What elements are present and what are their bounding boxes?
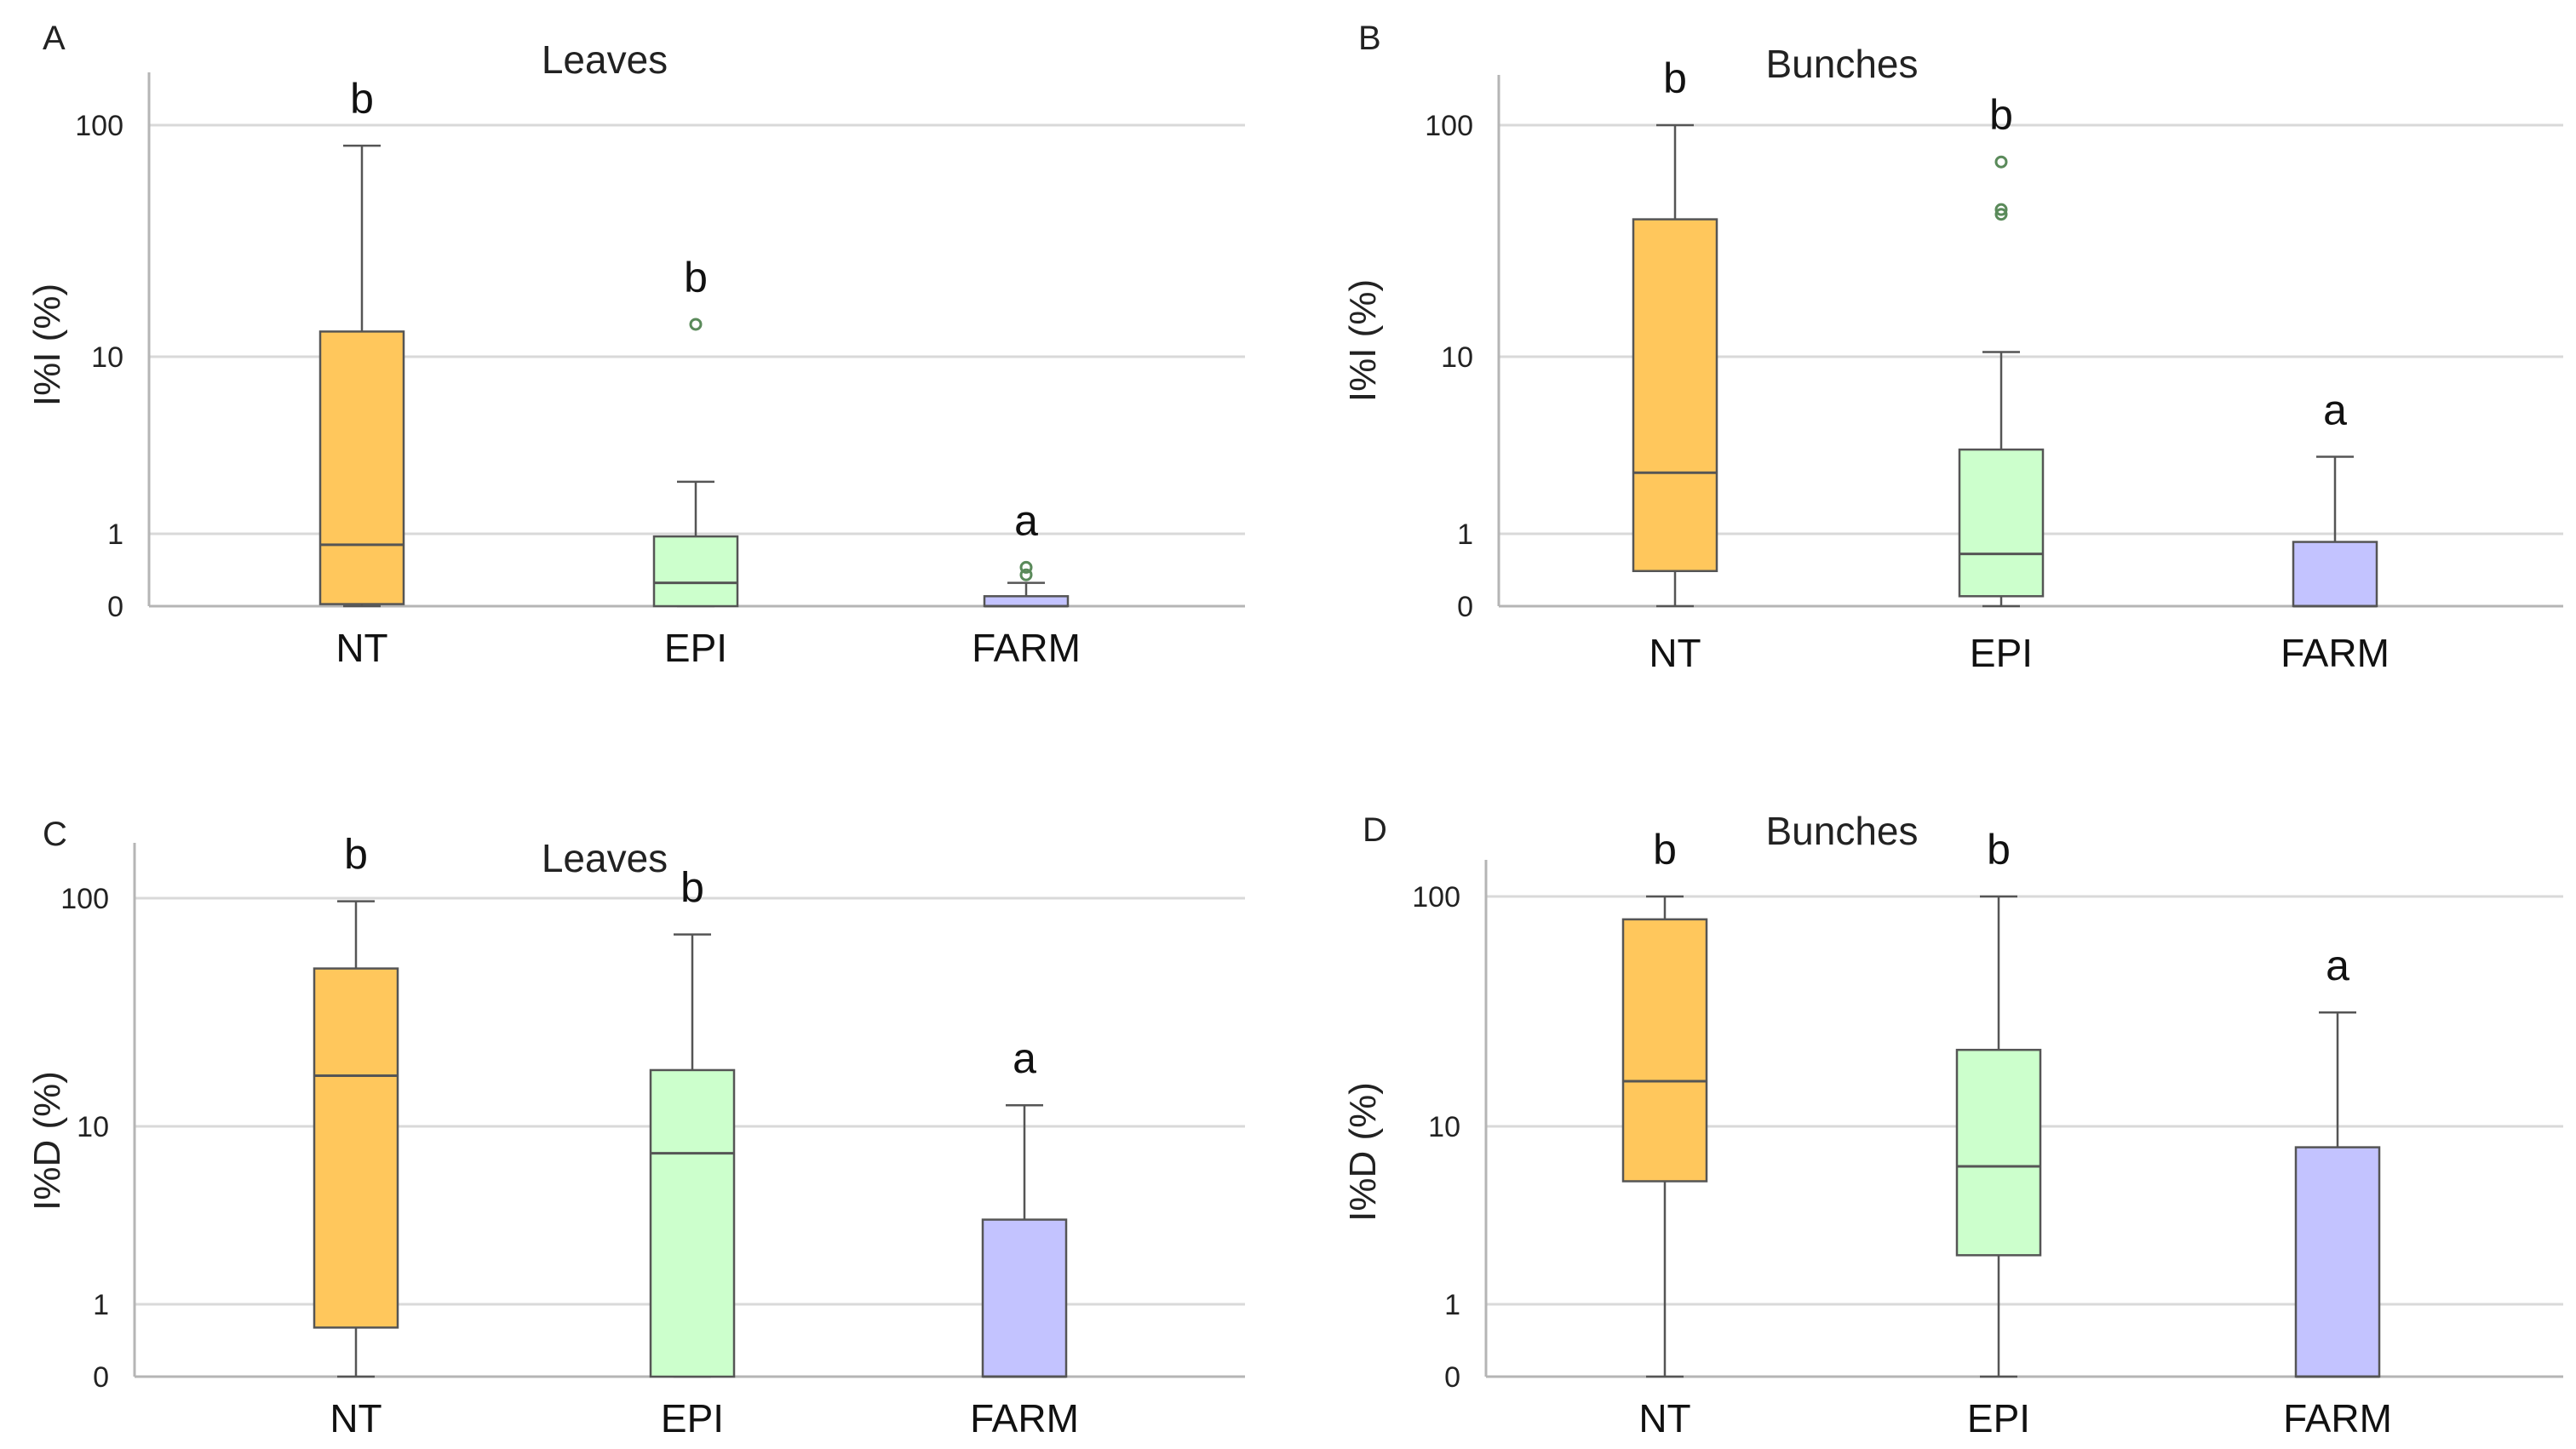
box-epi <box>652 535 739 608</box>
panel-c: C Leaves I%D (%) 0 1 10 100 b NT b EPI a FARM <box>26 816 1245 1440</box>
box-epi <box>649 1068 736 1378</box>
panel-title: Leaves <box>542 37 668 82</box>
y-tick-label: 100 <box>1412 881 1460 914</box>
panel-title: Bunches <box>1765 809 1918 853</box>
box-nt <box>318 330 405 605</box>
significance-letter: b <box>1653 826 1677 873</box>
panel-letter: C <box>43 816 67 853</box>
box-nt <box>313 967 399 1329</box>
y-axis-title: I%I (%) <box>1342 279 1384 402</box>
x-tick-label: NT <box>1649 631 1701 675</box>
y-tick-label: 10 <box>91 341 123 374</box>
x-tick-label: EPI <box>1970 631 2033 675</box>
y-axis-title: I%I (%) <box>26 284 68 406</box>
x-tick-label: FARM <box>2281 631 2390 675</box>
box-farm <box>2294 1146 2381 1378</box>
significance-letter: b <box>1987 826 2011 873</box>
significance-letter: b <box>684 254 708 301</box>
x-tick-label: FARM <box>972 626 1081 670</box>
y-tick-label: 10 <box>1428 1111 1460 1143</box>
x-tick-label: NT <box>336 626 387 670</box>
outlier-point <box>689 318 703 331</box>
significance-letter: b <box>344 831 368 879</box>
y-tick-label: 10 <box>1441 341 1473 374</box>
significance-letter: a <box>1013 1034 1036 1082</box>
significance-letter: b <box>350 75 374 123</box>
outlier-point <box>1019 560 1033 574</box>
y-tick-label: 1 <box>1457 518 1473 551</box>
panel-d: D Bunches I%D (%) 0 1 10 100 b NT b EPI a FARM <box>1342 809 2563 1440</box>
x-tick-label: NT <box>1638 1396 1690 1440</box>
significance-letter: b <box>1663 54 1687 102</box>
y-tick-label: 0 <box>1444 1361 1460 1394</box>
outlier-point <box>1994 155 2008 169</box>
y-tick-label: 0 <box>1457 591 1473 623</box>
outlier-point <box>1019 568 1033 581</box>
y-tick-label: 0 <box>107 591 123 623</box>
box-nt <box>1632 218 1718 572</box>
y-tick-label: 1 <box>107 518 123 551</box>
box-epi <box>1958 448 2045 598</box>
x-tick-label: FARM <box>970 1396 1079 1440</box>
panel-b: B Bunches I%I (%) 0 1 10 100 b NT b EPI a FARM <box>1342 20 2563 675</box>
outlier-point <box>1994 203 2008 216</box>
y-axis-title: I%D (%) <box>26 1071 68 1211</box>
y-tick-label: 1 <box>93 1289 109 1321</box>
y-tick-label: 0 <box>93 1361 109 1394</box>
significance-letter: b <box>680 864 704 912</box>
significance-letter: a <box>2323 386 2347 433</box>
x-tick-label: EPI <box>1967 1396 2030 1440</box>
box-farm <box>983 595 1070 608</box>
box-epi <box>1955 1048 2042 1257</box>
x-tick-label: EPI <box>661 1396 724 1440</box>
panel-a: A Leaves I%I (%) 0 1 10 100 b NT b EPI a FARM <box>26 20 1245 670</box>
panel-letter: A <box>43 20 66 57</box>
significance-letter: a <box>1014 496 1038 544</box>
y-tick-label: 100 <box>60 883 109 915</box>
y-axis-title: I%D (%) <box>1342 1082 1384 1222</box>
y-tick-label: 10 <box>77 1111 109 1143</box>
outlier-point <box>1994 208 2008 221</box>
significance-letter: a <box>2326 942 2349 989</box>
panel-letter: D <box>1363 811 1387 849</box>
x-tick-label: NT <box>330 1396 382 1440</box>
panel-title: Bunches <box>1765 42 1918 86</box>
significance-letter: b <box>1989 91 2013 139</box>
box-farm <box>981 1218 1068 1378</box>
box-farm <box>2292 541 2378 608</box>
box-nt <box>1621 918 1708 1183</box>
y-tick-label: 100 <box>1425 110 1473 142</box>
x-tick-label: EPI <box>664 626 727 670</box>
panel-letter: B <box>1358 20 1381 57</box>
y-tick-label: 100 <box>75 110 123 142</box>
x-tick-label: FARM <box>2283 1396 2392 1440</box>
panel-title: Leaves <box>542 836 668 880</box>
y-tick-label: 1 <box>1444 1289 1460 1321</box>
